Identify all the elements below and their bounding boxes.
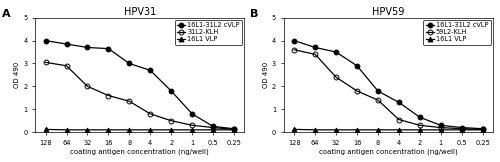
Y-axis label: OD 490: OD 490 — [14, 62, 20, 88]
31L2-KLH — [126, 100, 132, 102]
16L1 VLP — [231, 129, 237, 131]
16L1 VLP — [84, 129, 90, 131]
59L2-KLH — [291, 49, 297, 51]
16L1 VLP — [42, 128, 48, 130]
16L1 VLP — [64, 129, 70, 131]
31L2-KLH — [210, 127, 216, 128]
31L2-KLH — [42, 61, 48, 63]
31L2-KLH — [148, 113, 154, 115]
31L2-KLH — [84, 85, 90, 87]
Legend: 16L1-31L2 cVLP, 59L2-KLH, 16L1 VLP: 16L1-31L2 cVLP, 59L2-KLH, 16L1 VLP — [423, 20, 491, 45]
31L2-KLH — [64, 65, 70, 67]
59L2-KLH — [480, 128, 486, 130]
16L1-31L2 cVLP — [168, 90, 174, 92]
16L1 VLP — [458, 129, 464, 131]
16L1 VLP — [168, 129, 174, 131]
16L1-31L2 cVLP — [333, 51, 339, 53]
16L1-31L2 cVLP — [42, 40, 48, 42]
16L1 VLP — [354, 129, 360, 131]
Line: 16L1-31L2 cVLP: 16L1-31L2 cVLP — [292, 38, 485, 131]
59L2-KLH — [312, 53, 318, 55]
31L2-KLH — [189, 124, 195, 126]
59L2-KLH — [333, 76, 339, 78]
16L1-31L2 cVLP — [210, 125, 216, 127]
Text: B: B — [250, 9, 258, 19]
Line: 16L1 VLP: 16L1 VLP — [292, 127, 485, 132]
X-axis label: coating antigen concentration (ng/well): coating antigen concentration (ng/well) — [70, 149, 209, 155]
Line: 16L1 VLP: 16L1 VLP — [43, 127, 236, 132]
16L1 VLP — [480, 129, 486, 131]
16L1-31L2 cVLP — [438, 124, 444, 126]
59L2-KLH — [375, 99, 381, 101]
16L1 VLP — [126, 129, 132, 131]
Y-axis label: OD 490: OD 490 — [263, 62, 269, 88]
16L1-31L2 cVLP — [231, 128, 237, 130]
16L1 VLP — [189, 129, 195, 131]
16L1-31L2 cVLP — [396, 101, 402, 103]
16L1 VLP — [291, 128, 297, 130]
Text: A: A — [2, 9, 11, 19]
16L1-31L2 cVLP — [84, 46, 90, 48]
16L1-31L2 cVLP — [148, 69, 154, 71]
Title: HPV59: HPV59 — [372, 7, 404, 17]
16L1 VLP — [375, 129, 381, 131]
16L1-31L2 cVLP — [354, 65, 360, 67]
59L2-KLH — [354, 90, 360, 92]
59L2-KLH — [438, 127, 444, 128]
59L2-KLH — [396, 119, 402, 121]
59L2-KLH — [417, 124, 423, 126]
31L2-KLH — [106, 95, 112, 97]
16L1-31L2 cVLP — [480, 128, 486, 130]
16L1-31L2 cVLP — [106, 48, 112, 50]
16L1-31L2 cVLP — [126, 63, 132, 64]
16L1 VLP — [148, 129, 154, 131]
31L2-KLH — [231, 128, 237, 130]
16L1 VLP — [396, 129, 402, 131]
16L1 VLP — [417, 129, 423, 131]
16L1 VLP — [106, 129, 112, 131]
16L1 VLP — [312, 129, 318, 131]
16L1-31L2 cVLP — [189, 113, 195, 115]
X-axis label: coating antigen concentration (ng/well): coating antigen concentration (ng/well) — [319, 149, 458, 155]
16L1 VLP — [438, 129, 444, 131]
16L1-31L2 cVLP — [291, 40, 297, 42]
Line: 31L2-KLH: 31L2-KLH — [43, 60, 236, 132]
16L1 VLP — [333, 129, 339, 131]
16L1-31L2 cVLP — [375, 90, 381, 92]
16L1-31L2 cVLP — [312, 46, 318, 48]
Legend: 16L1-31L2 cVLP, 31L2-KLH, 16L1 VLP: 16L1-31L2 cVLP, 31L2-KLH, 16L1 VLP — [174, 20, 242, 45]
Title: HPV31: HPV31 — [124, 7, 156, 17]
Line: 16L1-31L2 cVLP: 16L1-31L2 cVLP — [43, 38, 236, 131]
16L1-31L2 cVLP — [64, 43, 70, 45]
16L1-31L2 cVLP — [417, 116, 423, 118]
59L2-KLH — [458, 128, 464, 130]
Line: 59L2-KLH: 59L2-KLH — [292, 47, 485, 132]
16L1 VLP — [210, 129, 216, 131]
31L2-KLH — [168, 120, 174, 122]
16L1-31L2 cVLP — [458, 127, 464, 128]
